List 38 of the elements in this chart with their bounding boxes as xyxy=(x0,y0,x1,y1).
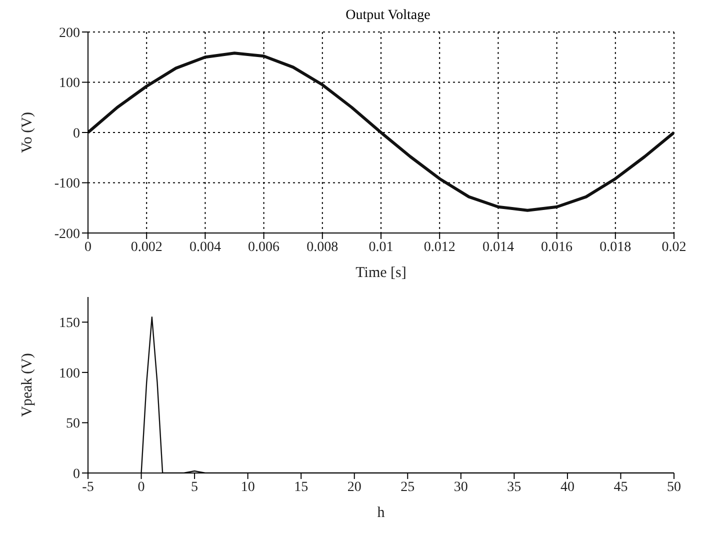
y-tick-label: 150 xyxy=(59,316,80,332)
x-tick-label: 0 xyxy=(84,240,92,255)
chart-title: Output Voltage xyxy=(344,8,432,24)
x-tick-label: 0.016 xyxy=(541,240,573,255)
x-axis-title: Time [s] xyxy=(356,265,406,281)
x-tick-label: 15 xyxy=(294,480,308,495)
line-series xyxy=(88,52,674,212)
x-tick-label: 30 xyxy=(454,480,468,495)
y-axis-title: Vpeak (V) xyxy=(19,353,36,417)
x-tick-label: 0.006 xyxy=(248,240,280,255)
y-tick-label: 50 xyxy=(66,416,80,432)
x-tick-label: 40 xyxy=(560,480,574,495)
x-tick-label: 0.01 xyxy=(368,240,394,255)
x-tick-label: 45 xyxy=(614,480,628,495)
x-tick-label: 0.018 xyxy=(600,240,632,255)
x-tick-label: 10 xyxy=(240,480,255,495)
x-tick-label: 0.02 xyxy=(662,240,686,255)
x-tick-label: 0.008 xyxy=(306,240,338,255)
x-tick-label: 50 xyxy=(667,480,681,495)
x-tick-label: 25 xyxy=(400,480,415,495)
y-tick-label: 100 xyxy=(59,366,80,382)
x-tick-label: 0 xyxy=(138,480,145,495)
x-tick-label: 0.014 xyxy=(482,240,514,255)
x-tick-label: 0.012 xyxy=(424,240,456,255)
y-tick-label: 100 xyxy=(59,76,80,92)
x-tick-label: 20 xyxy=(347,480,362,495)
x-tick-label: 35 xyxy=(507,480,522,495)
y-tick-label: 200 xyxy=(59,26,80,41)
x-tick-label: 5 xyxy=(191,480,198,495)
x-axis-title: h xyxy=(377,505,386,521)
x-tick-label: -5 xyxy=(82,480,94,495)
y-tick-label: -200 xyxy=(54,226,80,242)
y-tick-label: 0 xyxy=(73,126,80,142)
y-tick-label: -100 xyxy=(54,176,80,192)
x-tick-label: 0.002 xyxy=(130,240,162,255)
y-axis-title: Vo (V) xyxy=(19,112,36,153)
x-tick-label: 0.004 xyxy=(189,240,221,255)
y-tick-label: 0 xyxy=(73,466,80,482)
